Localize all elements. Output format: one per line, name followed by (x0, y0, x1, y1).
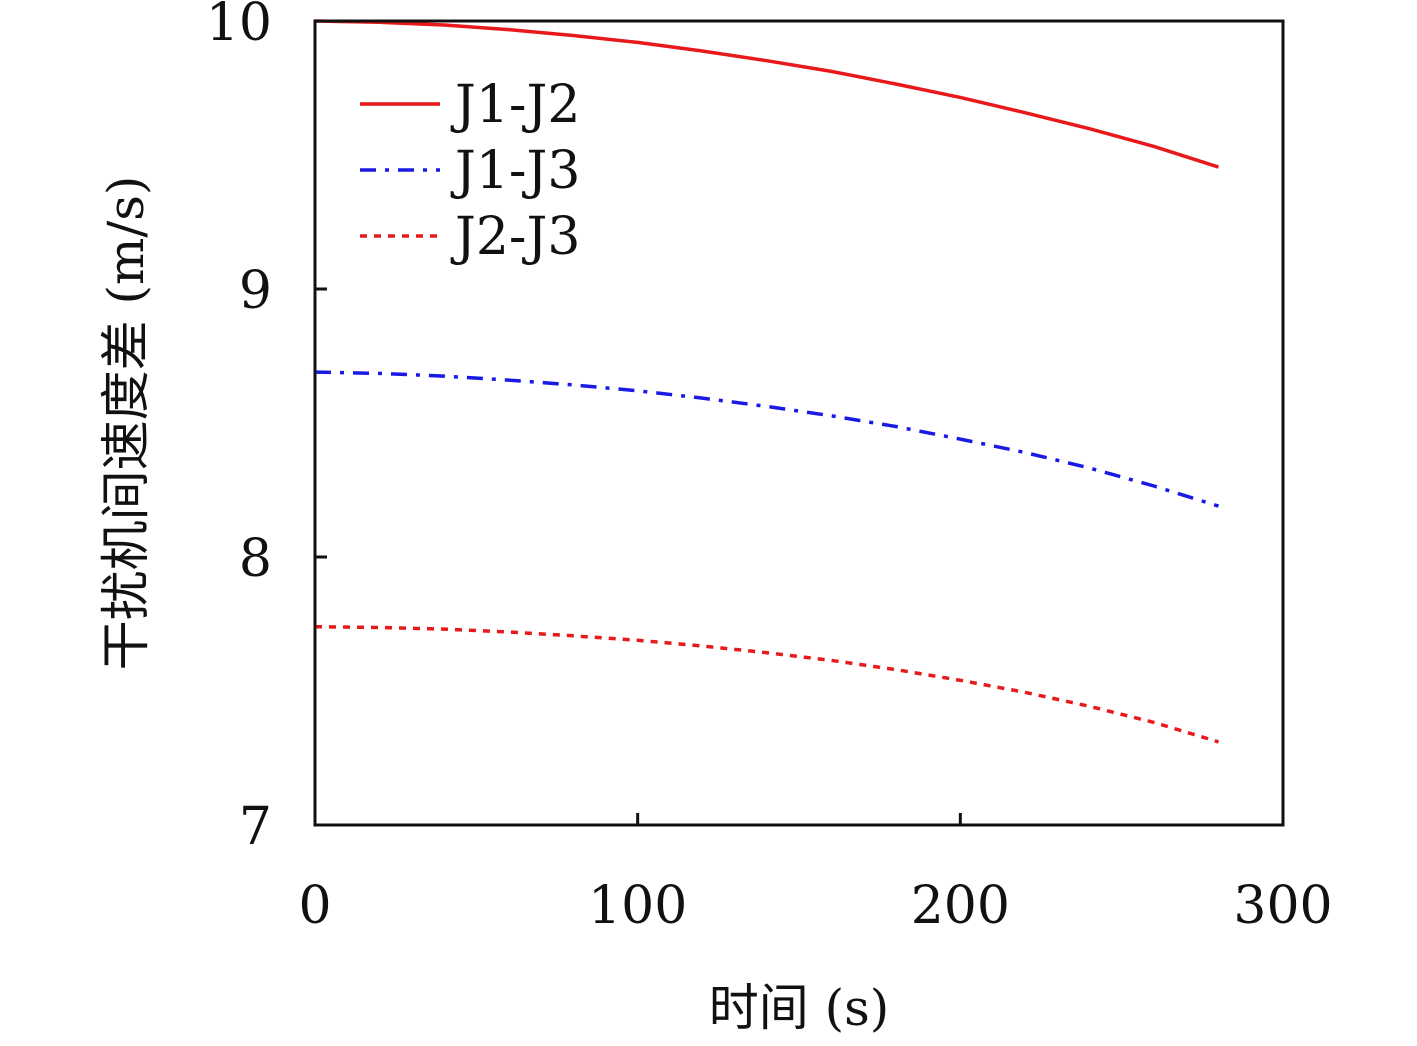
axis-ticks: 0 100 200 300 7 8 9 10 (206, 0, 1333, 936)
series-line-j1-j2 (314, 19, 1220, 169)
legend-label: J1-J2 (450, 75, 580, 135)
series-line-j2-j3 (314, 624, 1220, 744)
series-line-j1-j3 (314, 370, 1220, 508)
y-tick-label: 8 (239, 529, 272, 589)
y-tick-label: 9 (239, 261, 272, 321)
legend-label: J1-J3 (450, 141, 580, 201)
y-tick-label: 7 (239, 797, 272, 857)
y-tick-label: 10 (206, 0, 272, 53)
plot-frame (313, 19, 1285, 827)
x-axis-title: 时间 (s) (709, 979, 890, 1037)
x-tick-label: 0 (298, 876, 331, 936)
y-axis-title: 干扰机间速度差 (m/s) (97, 176, 155, 671)
legend-label: J2-J3 (450, 207, 580, 267)
plot-marks (314, 19, 1220, 744)
x-tick-label: 200 (911, 876, 1010, 936)
x-tick-label: 300 (1233, 876, 1332, 936)
x-tick-label: 100 (588, 876, 687, 936)
